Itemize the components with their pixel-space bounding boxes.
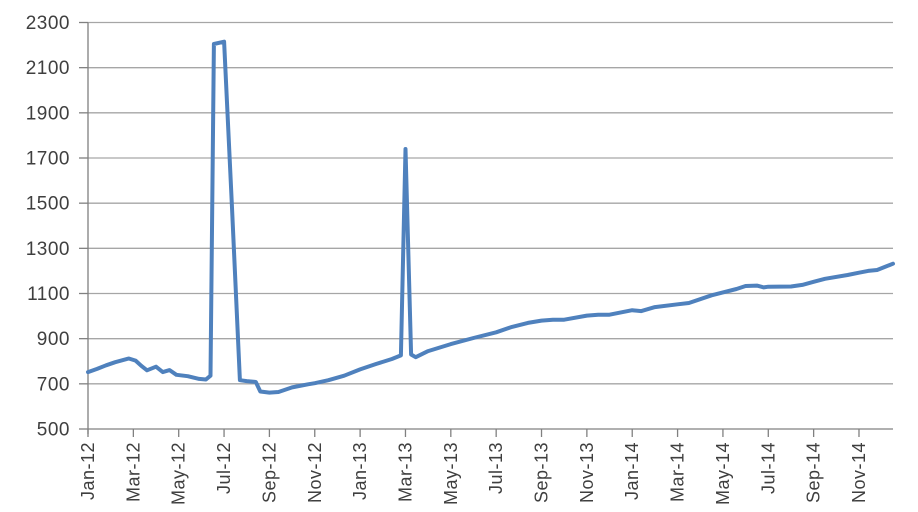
y-tick-label: 1300 (26, 239, 70, 260)
x-tick-label: Jul-14 (758, 442, 778, 494)
y-tick-label: 1500 (26, 194, 70, 215)
x-tick-label: Mar-12 (123, 442, 143, 502)
x-tick-label: Jul-13 (486, 442, 506, 494)
x-tick-label: Mar-14 (668, 442, 688, 502)
x-tick-label: Jan-13 (350, 442, 370, 500)
y-tick-label: 2100 (26, 58, 70, 79)
y-tick-label: 500 (37, 420, 70, 441)
x-tick-label: May-13 (441, 442, 461, 505)
y-tick-label: 1700 (26, 149, 70, 170)
x-tick-label: May-12 (169, 442, 189, 505)
x-tick-label: Jan-14 (622, 442, 642, 500)
y-tick-label: 1100 (27, 284, 70, 305)
x-tick-label: Sep-13 (532, 442, 552, 503)
x-tick-label: Sep-14 (804, 442, 824, 503)
data-series-line (86, 39, 895, 395)
x-tick-label: May-14 (713, 442, 733, 505)
y-tick-label: 900 (37, 329, 70, 350)
x-tick-label: Nov-12 (305, 442, 325, 503)
x-tick-label: Nov-14 (849, 442, 869, 503)
x-tick-label: Nov-13 (577, 442, 597, 503)
y-tick-label: 2300 (26, 13, 70, 34)
y-tick-label: 700 (37, 374, 70, 395)
x-tick-label: Jan-12 (78, 442, 98, 500)
x-tick-label: Sep-12 (259, 442, 279, 503)
x-tick-label: Jul-12 (214, 442, 234, 494)
x-tick-label: Mar-13 (395, 442, 415, 502)
y-tick-label: 1900 (26, 103, 70, 124)
